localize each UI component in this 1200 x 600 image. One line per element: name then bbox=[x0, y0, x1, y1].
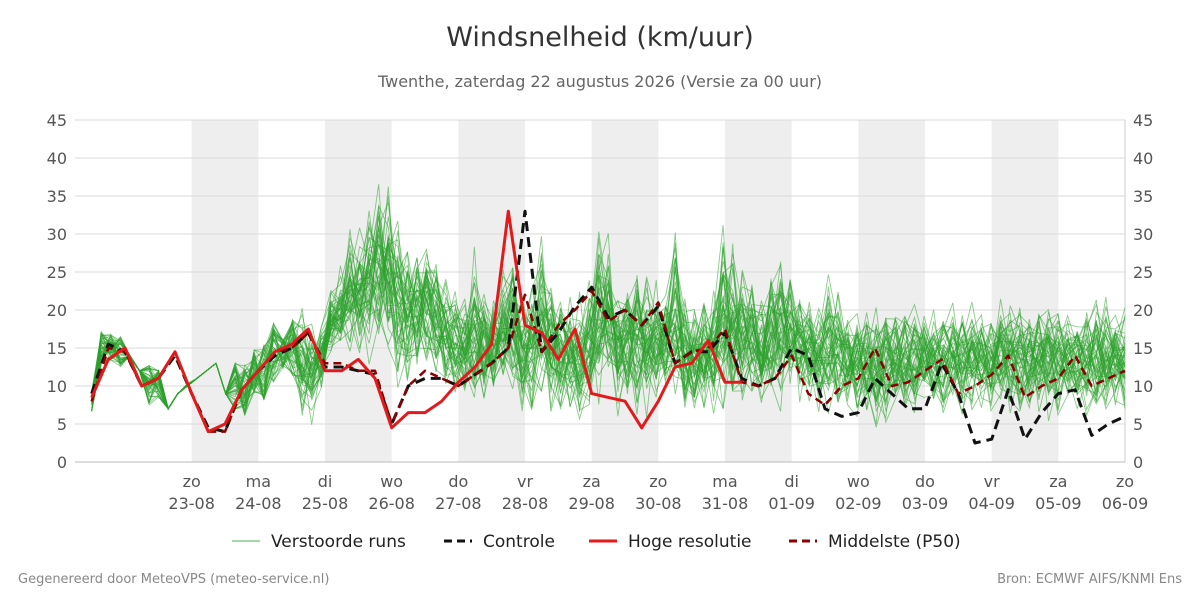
x-tick-date: 25-08 bbox=[302, 494, 349, 513]
x-tick-weekday: do bbox=[915, 472, 935, 491]
legend-label: Middelste (P50) bbox=[828, 532, 961, 552]
y-tick-label-right: 35 bbox=[1133, 187, 1153, 206]
ensemble-member bbox=[91, 245, 1126, 417]
x-tick-date: 23-08 bbox=[168, 494, 215, 513]
y-tick-label: 45 bbox=[47, 111, 67, 130]
ensemble-member bbox=[91, 258, 1126, 410]
ensemble-member bbox=[91, 236, 1126, 410]
y-tick-label: 40 bbox=[47, 149, 67, 168]
weekend-bands bbox=[191, 120, 1059, 462]
x-tick-date: 28-08 bbox=[502, 494, 549, 513]
legend-label: Verstoorde runs bbox=[271, 532, 406, 552]
ensemble-member bbox=[91, 216, 1126, 412]
y-tick-label: 35 bbox=[47, 187, 67, 206]
x-tick-weekday: di bbox=[318, 472, 333, 491]
ensemble-member bbox=[91, 234, 1126, 421]
x-tick-weekday: vr bbox=[984, 472, 1000, 491]
x-tick-date: 01-09 bbox=[768, 494, 815, 513]
y-tick-label-right: 0 bbox=[1133, 453, 1143, 472]
x-tick-date: 04-09 bbox=[968, 494, 1015, 513]
ensemble-member bbox=[91, 226, 1126, 415]
x-tick-weekday: ma bbox=[246, 472, 271, 491]
y-tick-label: 20 bbox=[47, 301, 67, 320]
x-tick-date: 26-08 bbox=[368, 494, 415, 513]
ensemble-member bbox=[91, 220, 1126, 428]
y-tick-label: 5 bbox=[57, 415, 67, 434]
legend-label: Hoge resolutie bbox=[628, 532, 752, 552]
x-tick-date: 02-09 bbox=[835, 494, 882, 513]
x-tick-date: 06-09 bbox=[1102, 494, 1149, 513]
x-tick-weekday: zo bbox=[649, 472, 667, 491]
y-tick-label-right: 40 bbox=[1133, 149, 1153, 168]
ensemble-member bbox=[91, 238, 1126, 414]
y-axis-left: 0 5 10 15 20 25 30 35 40 45 bbox=[47, 111, 67, 472]
y-tick-label-right: 10 bbox=[1133, 377, 1153, 396]
x-tick-weekday: vr bbox=[517, 472, 533, 491]
y-tick-label-right: 30 bbox=[1133, 225, 1153, 244]
x-tick-date: 30-08 bbox=[635, 494, 682, 513]
weekend-band bbox=[858, 120, 925, 462]
y-tick-label-right: 45 bbox=[1133, 111, 1153, 130]
x-tick-date: 24-08 bbox=[235, 494, 282, 513]
y-tick-label: 10 bbox=[47, 377, 67, 396]
x-tick-weekday: wo bbox=[380, 472, 403, 491]
footer-source: Bron: ECMWF AIFS/KNMI Ens bbox=[997, 572, 1182, 587]
y-tick-label-right: 25 bbox=[1133, 263, 1153, 282]
x-tick-weekday: ma bbox=[712, 472, 737, 491]
x-tick-date: 31-08 bbox=[702, 494, 749, 513]
x-tick-weekday: di bbox=[784, 472, 799, 491]
x-tick-date: 27-08 bbox=[435, 494, 482, 513]
y-tick-label-right: 5 bbox=[1133, 415, 1143, 434]
footer-generator: Gegenereerd door MeteoVPS (meteo-service… bbox=[18, 572, 330, 587]
y-tick-label: 30 bbox=[47, 225, 67, 244]
y-tick-label: 15 bbox=[47, 339, 67, 358]
x-tick-date: 03-09 bbox=[902, 494, 949, 513]
x-tick-weekday: za bbox=[1049, 472, 1067, 491]
x-tick-weekday: za bbox=[583, 472, 601, 491]
x-axis: zo 23-08 ma 24-08 di 25-08 wo 26-08 do 27-08 vr 28-… bbox=[168, 472, 1148, 513]
y-tick-label-right: 15 bbox=[1133, 339, 1153, 358]
x-tick-weekday: zo bbox=[1116, 472, 1134, 491]
ensemble-member bbox=[91, 237, 1126, 411]
x-tick-date: 05-09 bbox=[1035, 494, 1082, 513]
chart-subtitle: Twenthe, zaterdag 22 augustus 2026 (Vers… bbox=[377, 72, 823, 91]
high-res-line bbox=[90, 209, 742, 434]
main-series bbox=[90, 209, 1126, 445]
ensemble-member bbox=[91, 234, 1126, 420]
y-tick-label: 0 bbox=[57, 453, 67, 472]
chart-title: Windsnelheid (km/uur) bbox=[446, 22, 754, 53]
x-tick-date: 29-08 bbox=[568, 494, 615, 513]
x-tick-weekday: wo bbox=[847, 472, 870, 491]
y-tick-label-right: 20 bbox=[1133, 301, 1153, 320]
ensemble-member bbox=[91, 244, 1126, 422]
y-tick-label: 25 bbox=[47, 263, 67, 282]
x-tick-weekday: do bbox=[448, 472, 468, 491]
y-axis-right: 0 5 10 15 20 25 30 35 40 45 bbox=[1133, 111, 1153, 472]
x-tick-weekday: zo bbox=[183, 472, 201, 491]
legend-label: Controle bbox=[483, 532, 555, 552]
legend: Verstoorde runs Controle Hoge resolutie Mid… bbox=[232, 532, 961, 552]
